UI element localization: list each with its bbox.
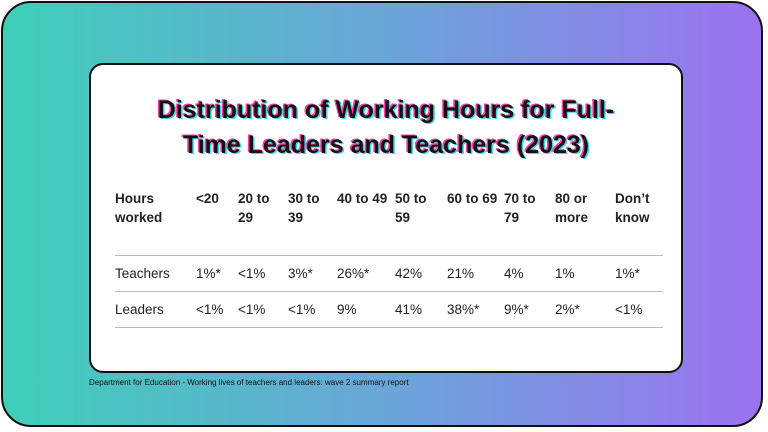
- source: Department for Education - Working lives…: [89, 378, 409, 387]
- cell: 4%: [504, 255, 555, 292]
- row-label: Leaders: [115, 291, 196, 328]
- cell: 1%: [555, 255, 615, 292]
- header-cell: Don’t know: [615, 191, 650, 225]
- cell: <1%: [238, 255, 288, 292]
- cell: 41%: [395, 291, 447, 328]
- cell: 2%*: [555, 291, 615, 328]
- header-cell: 50 to 59: [395, 191, 427, 225]
- table-row: Leaders <1% <1% <1% 9% 41% 38%* 9%* 2%* <1%: [115, 291, 663, 328]
- cell: 9%: [337, 291, 395, 328]
- cell: 3%*: [288, 255, 337, 292]
- cell: <1%: [288, 291, 337, 328]
- cell: 21%: [447, 255, 504, 292]
- table-row: Teachers 1%* <1% 3%* 26%* 42% 21% 4% 1% 1%*: [115, 255, 663, 292]
- header-cell: 60 to 69: [447, 191, 498, 206]
- cell: 9%*: [504, 291, 555, 328]
- header-cell: 80 or more: [555, 191, 589, 225]
- slide: Distribution of Working Hours for Full-T…: [1, 1, 763, 427]
- card: Distribution of Working Hours for Full-T…: [89, 63, 683, 373]
- header-cell: Hours worked: [115, 191, 163, 225]
- cell: 1%*: [615, 255, 663, 292]
- header-cell: 20 to 29: [238, 191, 270, 225]
- header-cell: 70 to 79: [504, 191, 536, 225]
- cell: <1%: [196, 291, 238, 328]
- table-body: Teachers 1%* <1% 3%* 26%* 42% 21% 4% 1% 1%* Leader…: [115, 255, 663, 328]
- cell: 1%*: [196, 255, 238, 292]
- header-cell: <20: [196, 191, 219, 206]
- cell: <1%: [238, 291, 288, 328]
- cell: 42%: [395, 255, 447, 292]
- header-cell: 30 to 39: [288, 191, 320, 225]
- header-cell: 40 to 49: [337, 191, 388, 206]
- title: Distribution of Working Hours for Full-T…: [157, 96, 615, 159]
- row-label: Teachers: [115, 255, 196, 292]
- cell: <1%: [615, 291, 663, 328]
- cell: 38%*: [447, 291, 504, 328]
- cell: 26%*: [337, 255, 395, 292]
- header-row: Hours worked <20 20 to 29 30 to 39 40 to 49 5…: [115, 189, 663, 256]
- table: Hours worked <20 20 to 29 30 to 39 40 to 49 5…: [115, 189, 663, 328]
